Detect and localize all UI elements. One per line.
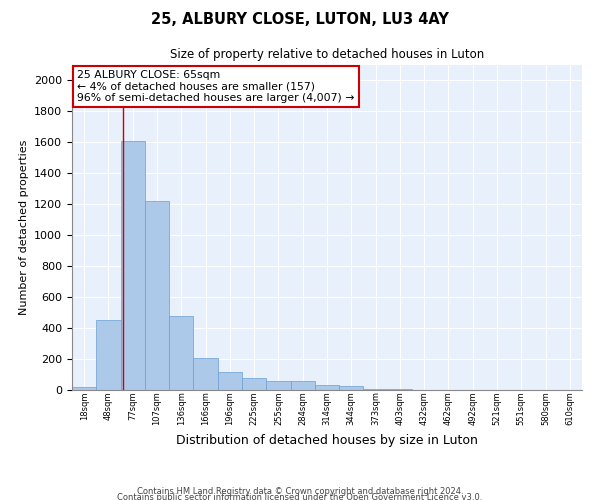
Bar <box>290 382 315 390</box>
Title: Size of property relative to detached houses in Luton: Size of property relative to detached ho… <box>170 48 484 61</box>
Text: Contains HM Land Registry data © Crown copyright and database right 2024.: Contains HM Land Registry data © Crown c… <box>137 487 463 496</box>
Text: 25, ALBURY CLOSE, LUTON, LU3 4AY: 25, ALBURY CLOSE, LUTON, LU3 4AY <box>151 12 449 28</box>
Bar <box>218 372 242 390</box>
Bar <box>96 320 121 390</box>
X-axis label: Distribution of detached houses by size in Luton: Distribution of detached houses by size … <box>176 434 478 446</box>
Bar <box>72 387 96 390</box>
Bar <box>169 316 193 390</box>
Bar <box>339 386 364 390</box>
Bar <box>388 389 412 390</box>
Bar <box>242 378 266 390</box>
Bar <box>193 358 218 390</box>
Bar <box>266 380 290 390</box>
Text: Contains public sector information licensed under the Open Government Licence v3: Contains public sector information licen… <box>118 492 482 500</box>
Y-axis label: Number of detached properties: Number of detached properties <box>19 140 29 315</box>
Bar <box>145 201 169 390</box>
Bar <box>315 386 339 390</box>
Text: 25 ALBURY CLOSE: 65sqm
← 4% of detached houses are smaller (157)
96% of semi-det: 25 ALBURY CLOSE: 65sqm ← 4% of detached … <box>77 70 355 103</box>
Bar <box>364 389 388 390</box>
Bar <box>121 141 145 390</box>
